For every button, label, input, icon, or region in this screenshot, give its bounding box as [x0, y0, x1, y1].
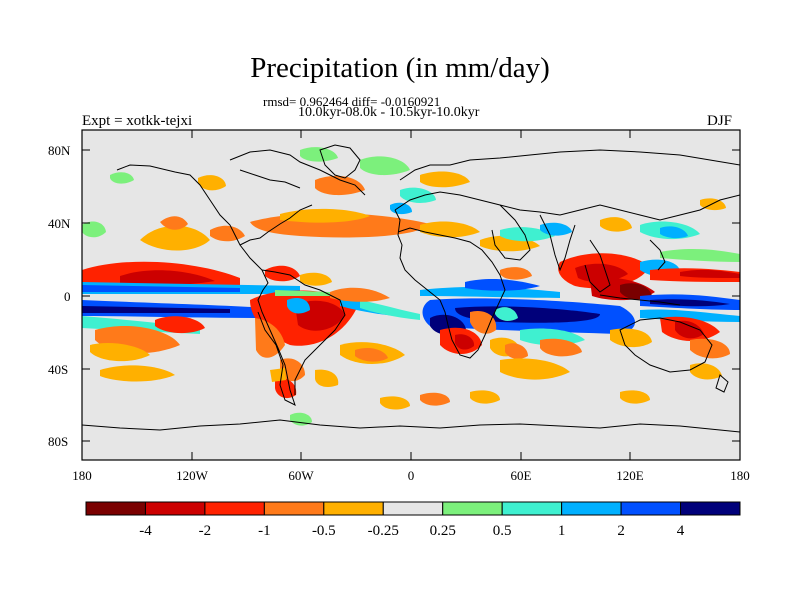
x-tick-label: 180: [730, 468, 750, 483]
stats-subtitle: rmsd= 0.962464 diff= -0.0160921: [263, 94, 441, 109]
colorbar-swatch: [85, 501, 146, 516]
precipitation-field: [82, 147, 740, 426]
y-axis-ticks: [82, 149, 740, 442]
colorbar-label: -4: [139, 523, 152, 539]
india-coast: [539, 214, 576, 272]
x-tick-label: 120W: [176, 468, 209, 483]
map-area: [82, 130, 740, 460]
colorbar-swatch: [501, 501, 563, 516]
x-tick-label: 120E: [616, 468, 644, 483]
arabia-coast: [491, 204, 531, 261]
colorbar-label: 1: [558, 523, 566, 539]
greenland: [319, 144, 361, 179]
antarctica-coast: [82, 419, 740, 433]
colorbar-label: -0.5: [312, 523, 336, 539]
south-america-east-coast: [261, 269, 346, 395]
hudson-bay: [239, 169, 301, 189]
colorbar-swatch: [323, 501, 384, 516]
colorbar-label: 4: [677, 523, 685, 539]
colorbar-swatch: [382, 501, 444, 516]
indochina-coast: [584, 239, 611, 293]
y-tick-label: 80S: [48, 434, 68, 449]
coastlines: [82, 144, 740, 433]
colorbar-label: -1: [258, 523, 271, 539]
colorbar-swatch: [561, 501, 622, 516]
colorbar-label: -0.25: [368, 523, 399, 539]
x-tick-label: 60W: [288, 468, 314, 483]
period-subtitle: 10.0kyr-08.0k - 10.5kyr-10.0kyr: [298, 105, 480, 120]
x-tick-label: 60E: [511, 468, 532, 483]
colorbar-label: 0.25: [430, 523, 456, 539]
australia-coast: [619, 317, 713, 373]
north-america-east-coast: [239, 204, 313, 246]
x-tick-label: 180: [72, 468, 92, 483]
colorbar-swatch: [204, 501, 265, 516]
americas-west-coast: [116, 164, 296, 406]
x-axis-ticks: [81, 130, 741, 460]
eurasia-north-coast: [399, 149, 740, 181]
colorbar: [85, 501, 741, 516]
arctic-coast: [229, 149, 366, 196]
colorbar-label: 0.5: [493, 523, 512, 539]
y-tick-label: 40N: [48, 216, 71, 231]
experiment-label: Expt = xotkk-tejxi: [82, 113, 193, 129]
colorbar-labels: -4 -2 -1 -0.5 -0.25 0.25 0.5 1 2 4: [139, 523, 685, 539]
y-tick-label: 40S: [48, 362, 68, 377]
colorbar-swatch: [680, 501, 741, 516]
africa-coast: [394, 209, 506, 359]
y-tick-label: 80N: [48, 143, 71, 158]
season-label: DJF: [707, 113, 733, 129]
x-tick-label: 0: [408, 468, 415, 483]
new-zealand: [715, 374, 729, 393]
y-tick-label: 0: [64, 289, 71, 304]
plot-title: Precipitation (in mm/day): [250, 52, 550, 84]
colorbar-swatch: [442, 501, 503, 516]
eurasia-south-coast: [394, 191, 740, 221]
japan-philippines: [649, 239, 666, 271]
colorbar-label: -2: [199, 523, 212, 539]
colorbar-swatch: [263, 501, 325, 516]
colorbar-swatch: [620, 501, 682, 516]
colorbar-swatch: [144, 501, 206, 516]
colorbar-label: 2: [617, 523, 625, 539]
indonesia-islands: [599, 294, 681, 306]
